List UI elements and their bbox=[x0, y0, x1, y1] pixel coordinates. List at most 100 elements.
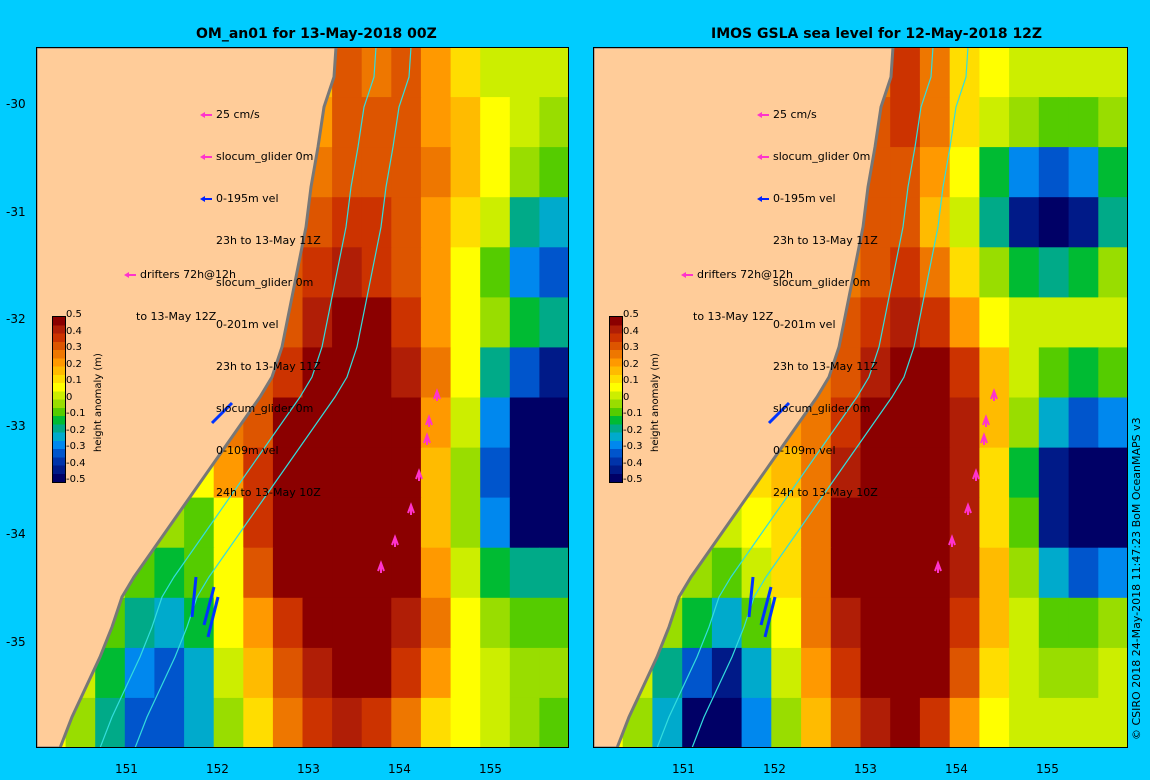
legend-line: 25 cm/s bbox=[216, 108, 260, 121]
field-cell bbox=[450, 197, 481, 248]
field-cell bbox=[509, 47, 540, 98]
field-cell bbox=[1098, 347, 1128, 399]
legend-line: drifters 72h@12h bbox=[697, 268, 794, 281]
y-tick: -32 bbox=[6, 312, 26, 326]
field-cell bbox=[450, 297, 481, 349]
right-vector-legend: 25 cm/s slocum_glider 0m 0-195m vel 23h … bbox=[757, 80, 878, 514]
colorbar-tick-label: 0.3 bbox=[66, 342, 82, 353]
field-cell bbox=[361, 497, 392, 549]
x-tick: 155 bbox=[1036, 762, 1059, 776]
legend-line: slocum_glider 0m bbox=[773, 276, 871, 289]
field-cell bbox=[890, 647, 921, 699]
colorbar-tick-label: 0 bbox=[66, 391, 73, 403]
field-cell bbox=[860, 647, 891, 699]
field-cell bbox=[1098, 397, 1128, 449]
field-cell bbox=[361, 397, 392, 449]
field-cell bbox=[1009, 297, 1040, 349]
field-cell bbox=[1009, 347, 1040, 399]
magenta-arrow-icon bbox=[200, 154, 212, 160]
field-cell bbox=[391, 97, 422, 148]
magenta-arrow-icon bbox=[757, 154, 769, 160]
legend-line: slocum_glider 0m bbox=[773, 150, 871, 163]
field-cell bbox=[949, 547, 980, 599]
field-cell bbox=[302, 347, 333, 399]
field-cell bbox=[979, 147, 1010, 198]
field-cell bbox=[949, 97, 980, 148]
field-cell bbox=[302, 247, 333, 298]
y-tick: -31 bbox=[6, 205, 26, 219]
field-cell bbox=[860, 447, 891, 499]
field-cell bbox=[539, 647, 569, 699]
field-cell bbox=[711, 597, 743, 649]
land-mass bbox=[36, 47, 338, 748]
legend-line: slocum_glider 0m bbox=[773, 402, 871, 415]
legend-row: drifters 72h@12h bbox=[681, 268, 793, 282]
field-cell bbox=[361, 147, 392, 198]
field-cell bbox=[332, 597, 363, 649]
field-cell bbox=[124, 597, 155, 649]
legend-row: slocum_glider 0m bbox=[200, 402, 321, 416]
colorbar-tick-label: -0.2 bbox=[623, 424, 643, 436]
field-cell bbox=[1038, 97, 1070, 148]
field-cell bbox=[979, 47, 1010, 98]
colorbar-tick-label: 0.1 bbox=[66, 375, 82, 386]
right-panel-title: IMOS GSLA sea level for 12-May-2018 12Z bbox=[711, 26, 1043, 42]
field-cell bbox=[480, 597, 511, 649]
field-cell bbox=[509, 447, 540, 499]
drifter-vector bbox=[391, 534, 399, 547]
right-map-panel bbox=[593, 47, 1128, 748]
legend-line: 0-109m vel bbox=[773, 444, 836, 457]
field-cell bbox=[332, 47, 363, 98]
field-cell bbox=[890, 497, 921, 549]
field-cell bbox=[509, 247, 540, 298]
field-cell bbox=[1068, 547, 1099, 599]
field-cell bbox=[213, 497, 244, 549]
legend-line: 0-201m vel bbox=[773, 318, 836, 331]
field-cell bbox=[830, 647, 862, 699]
field-cell bbox=[509, 597, 540, 649]
legend-row: 0-195m vel bbox=[200, 192, 321, 206]
colorbar-tick-label: 0.3 bbox=[623, 342, 639, 353]
field-cell bbox=[949, 147, 980, 198]
field-cell bbox=[450, 697, 481, 748]
legend-row: drifters 72h@12h bbox=[124, 268, 236, 282]
legend-line: to 13-May 12Z bbox=[693, 310, 774, 323]
field-cell bbox=[1038, 397, 1070, 449]
colorbar-tick-label: 0.1 bbox=[623, 375, 639, 386]
left-map-svg bbox=[36, 47, 569, 748]
legend-line: slocum_glider 0m bbox=[216, 402, 314, 415]
field-cell bbox=[1009, 197, 1040, 248]
field-cell bbox=[860, 497, 891, 549]
field-cell bbox=[1038, 47, 1070, 98]
colorbar-tick-label: 0.4 bbox=[623, 325, 639, 337]
field-cell bbox=[332, 397, 363, 449]
field-cell bbox=[391, 447, 422, 499]
field-cell bbox=[1038, 597, 1070, 649]
legend-line: 23h to 13-May 11Z bbox=[773, 360, 878, 373]
field-cell bbox=[771, 697, 802, 748]
field-cell bbox=[949, 297, 980, 349]
field-cell bbox=[332, 147, 363, 198]
field-cell bbox=[480, 697, 511, 748]
drifter-vector bbox=[377, 560, 385, 573]
field-cell bbox=[272, 397, 304, 449]
legend-line: slocum_glider 0m bbox=[216, 150, 314, 163]
legend-line: 23h to 13-May 11Z bbox=[216, 234, 321, 247]
field-cell bbox=[509, 647, 540, 699]
field-cell bbox=[741, 697, 772, 748]
field-cell bbox=[1038, 297, 1070, 349]
right-drifter-legend: drifters 72h@12h to 13-May 12Z bbox=[681, 240, 793, 338]
glider-vector bbox=[210, 401, 234, 425]
legend-line: 24h to 13-May 10Z bbox=[216, 486, 321, 499]
field-cell bbox=[361, 97, 392, 148]
legend-row: slocum_glider 0m bbox=[757, 150, 878, 164]
field-cell bbox=[509, 497, 540, 549]
legend-line: 25 cm/s bbox=[773, 108, 817, 121]
field-cell bbox=[420, 47, 452, 98]
field-cell bbox=[919, 547, 951, 599]
field-cell bbox=[420, 247, 452, 298]
field-cell bbox=[979, 697, 1010, 748]
field-cell bbox=[213, 597, 244, 649]
field-cell bbox=[1038, 447, 1070, 499]
colorbar-tick-label: 0 bbox=[623, 391, 630, 403]
